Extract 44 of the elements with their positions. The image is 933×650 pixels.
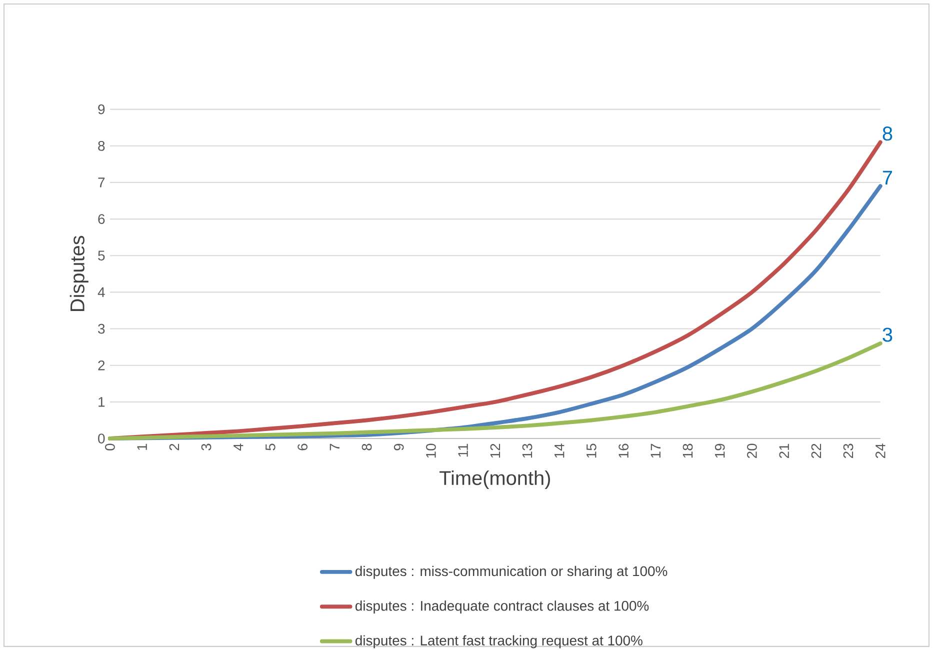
x-tick-label: 20 — [747, 444, 757, 458]
x-tick-label: 10 — [426, 444, 436, 458]
x-tick-label: 2 — [169, 444, 180, 450]
y-tick-label: 2 — [98, 360, 105, 370]
x-tick-label: 12 — [490, 444, 500, 458]
y-tick-label: 1 — [98, 396, 105, 407]
y-axis-title: Disputes — [70, 236, 88, 311]
x-tick-label: 1 — [137, 444, 147, 450]
x-tick-label: 5 — [266, 444, 276, 450]
x-tick-label: 4 — [234, 443, 244, 450]
x-tick-label: 11 — [458, 444, 468, 456]
y-tick-label: 0 — [98, 433, 105, 444]
y-tick-label: 4 — [98, 287, 105, 297]
data-label: 8 — [882, 126, 892, 140]
data-label: 3 — [882, 327, 892, 342]
x-tick-label: 21 — [779, 444, 789, 458]
x-tick-label: 15 — [586, 444, 596, 458]
legend-label: disputes : Latent fast tracking request at 100% — [355, 635, 642, 648]
line-series — [108, 341, 882, 440]
y-tick-label: 5 — [98, 250, 105, 260]
y-tick-label: 7 — [98, 177, 105, 188]
x-axis-title: Time(month) — [440, 470, 550, 489]
x-tick-label: 14 — [554, 443, 564, 458]
legend-label: disputes : miss-communication or sharing at 100% — [355, 566, 668, 579]
x-tick-label: 17 — [650, 444, 660, 458]
y-tick-label: 8 — [98, 140, 105, 151]
x-tick-label: 16 — [618, 444, 629, 458]
y-tick-label: 9 — [98, 104, 105, 114]
y-tick-label: 6 — [98, 214, 105, 224]
legend-label: disputes : Inadequate contract clauses at 100% — [355, 600, 649, 614]
x-tick-label: 9 — [394, 444, 404, 450]
x-tick-label: 0 — [105, 444, 115, 450]
x-tick-label: 3 — [201, 444, 212, 450]
x-tick-label: 8 — [362, 444, 372, 450]
data-label: 7 — [882, 170, 892, 184]
x-tick-label: 23 — [843, 444, 854, 458]
x-tick-label: 19 — [714, 444, 725, 458]
x-tick-label: 7 — [330, 444, 340, 450]
x-tick-label: 24 — [875, 443, 886, 458]
x-tick-label: 13 — [522, 444, 532, 458]
y-tick-label: 3 — [98, 324, 105, 334]
x-tick-label: 18 — [682, 444, 693, 458]
x-tick-label: 6 — [298, 444, 308, 450]
x-tick-label: 22 — [811, 444, 822, 458]
